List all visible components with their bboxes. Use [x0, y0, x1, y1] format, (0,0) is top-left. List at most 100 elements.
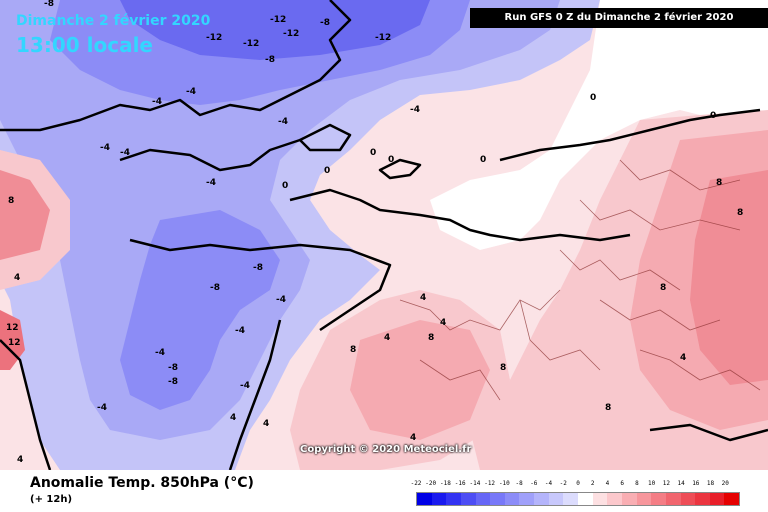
border-line [419, 359, 501, 401]
color-scale-swatch [534, 493, 549, 505]
greenland-east-coast [119, 138, 301, 172]
color-scale-tick-label: 4 [605, 480, 610, 487]
country-borders [399, 159, 761, 401]
contour-label: -4 [100, 143, 110, 153]
legend-bar: Anomalie Temp. 850hPa (°C) (+ 12h) -22 -2… [0, 470, 768, 512]
contour-label: 12 [8, 338, 21, 348]
color-scale-swatch [475, 493, 491, 505]
color-scale-swatch [548, 493, 564, 505]
color-scale-swatch [607, 493, 622, 505]
contour-label: -8 [168, 377, 178, 387]
color-scale-swatch [578, 493, 593, 505]
contour-label: 8 [737, 208, 743, 218]
atlantic-front [129, 238, 392, 332]
border-line [599, 299, 721, 331]
contour-label: 4 [410, 433, 416, 443]
border-line [519, 299, 601, 371]
contour-label: 4 [17, 455, 23, 465]
scandinavia-coast [499, 108, 761, 162]
color-scale-swatch [431, 493, 447, 505]
iceland-coast [298, 123, 352, 152]
color-scale-swatch [563, 493, 579, 505]
contour-label: 8 [428, 333, 434, 343]
anomaly-field-plus-6-southwest [350, 320, 490, 440]
coastlines [0, 0, 768, 470]
color-scale-tick-label: 20 [721, 480, 729, 487]
contour-label: -4 [97, 403, 107, 413]
contour-label: -4 [410, 105, 420, 115]
legend-subtitle: (+ 12h) [30, 494, 73, 505]
contour-label: 8 [8, 196, 14, 206]
contour-label: 4 [230, 413, 236, 423]
contour-label: -4 [152, 97, 162, 107]
contour-label: -8 [253, 263, 263, 273]
map-canvas: -8-12-12 -12-12-12-8-8-4-4-4-4-4-4-400000… [0, 0, 768, 470]
contour-label: 0 [324, 166, 330, 176]
border-line [579, 199, 741, 231]
contour-label: 4 [680, 353, 686, 363]
color-scale-swatch [636, 493, 652, 505]
contour-label: 0 [370, 148, 376, 158]
color-scale-tick-label: -4 [544, 480, 553, 487]
color-scale-swatch [695, 493, 710, 505]
forecast-date: Dimanche 2 février 2020 [16, 13, 211, 29]
anomaly-field-plus-10-west [0, 310, 25, 370]
contour-label: -4 [235, 326, 245, 336]
anomaly-field-zero [430, 0, 768, 250]
color-scale-swatch [621, 493, 637, 505]
contour-labels: -8-12-12 -12-12-12-8-8-4-4-4-4-4-4-400000… [6, 0, 743, 465]
contour-label: -8 [168, 363, 178, 373]
color-scale-tick-label: -2 [559, 480, 567, 487]
color-scale-swatch [709, 493, 725, 505]
temperature-anomaly-map: -8 -12 -12 -12 -12 -12 -8 -8 -4 -4 -4 -4 -4 -4 -4 0 0 0 0 0… [0, 0, 768, 470]
color-scale-swatch [724, 493, 740, 505]
anomaly-field-minus-12 [120, 0, 430, 60]
color-scale-tick-label: 16 [692, 480, 700, 487]
color-scale-swatch [519, 493, 535, 505]
color-scale-tick-label: -10 [498, 480, 510, 487]
anomaly-field-plus-8-west [0, 170, 50, 260]
color-scale-ticks: -22 -20 -18 -16 -14 -12 -10 -8 -6 -4 -2 0 2 4 6 8 10 12 14… [411, 480, 740, 490]
contour-label: -8 [320, 18, 330, 28]
color-scale: -22 -20 -18 -16 -14 -12 -10 -8 -6 -4 -2 0 2 4 6 8 10 12 14… [411, 480, 740, 506]
contour-label: -12 [243, 39, 259, 49]
contour-label: -8 [210, 283, 220, 293]
anomaly-field-plus-8-east [690, 170, 768, 385]
color-scale-swatch [417, 493, 432, 505]
color-scale-tick-label: 12 [662, 480, 670, 487]
contour-label: -4 [155, 348, 165, 358]
contour-label: 8 [716, 178, 722, 188]
color-scale-tick-label: -20 [425, 480, 437, 487]
color-scale-swatch [460, 493, 476, 505]
contour-label: -12 [375, 33, 391, 43]
norwegian-coast [289, 188, 631, 242]
anomaly-field-minus-8-south [120, 210, 280, 410]
color-scale-tick-label: -8 [515, 480, 523, 487]
run-info: Run GFS 0 Z du Dimanche 2 février 2020 [470, 8, 768, 28]
contour-label: 4 [14, 273, 20, 283]
contour-label: -12 [206, 33, 222, 43]
color-scale-swatch [504, 493, 520, 505]
contour-label: -4 [240, 381, 250, 391]
contour-label: 8 [350, 345, 356, 355]
color-scale-swatch [665, 493, 681, 505]
color-scale-tick-label: 18 [706, 480, 715, 487]
contour-label: 0 [282, 181, 288, 191]
canada-coast [0, 339, 52, 470]
color-scale-tick-label: 2 [590, 480, 595, 487]
border-line [639, 349, 761, 391]
color-scale-swatches [416, 492, 740, 506]
border-line [559, 249, 681, 291]
north-africa-coast [649, 423, 768, 442]
color-scale-swatch [651, 493, 666, 505]
contour-label: -8 [265, 55, 275, 65]
copyright: Copyright © 2020 Meteociel.fr [300, 444, 472, 455]
color-scale-swatch [592, 493, 608, 505]
contour-label: 4 [440, 318, 446, 328]
contour-label: 0 [710, 111, 716, 121]
contour-label: -4 [120, 148, 130, 158]
contour-label: 0 [480, 155, 486, 165]
color-scale-tick-label: -16 [454, 480, 466, 487]
contour-label: -4 [186, 87, 196, 97]
atlantic-coast-south [228, 319, 282, 470]
